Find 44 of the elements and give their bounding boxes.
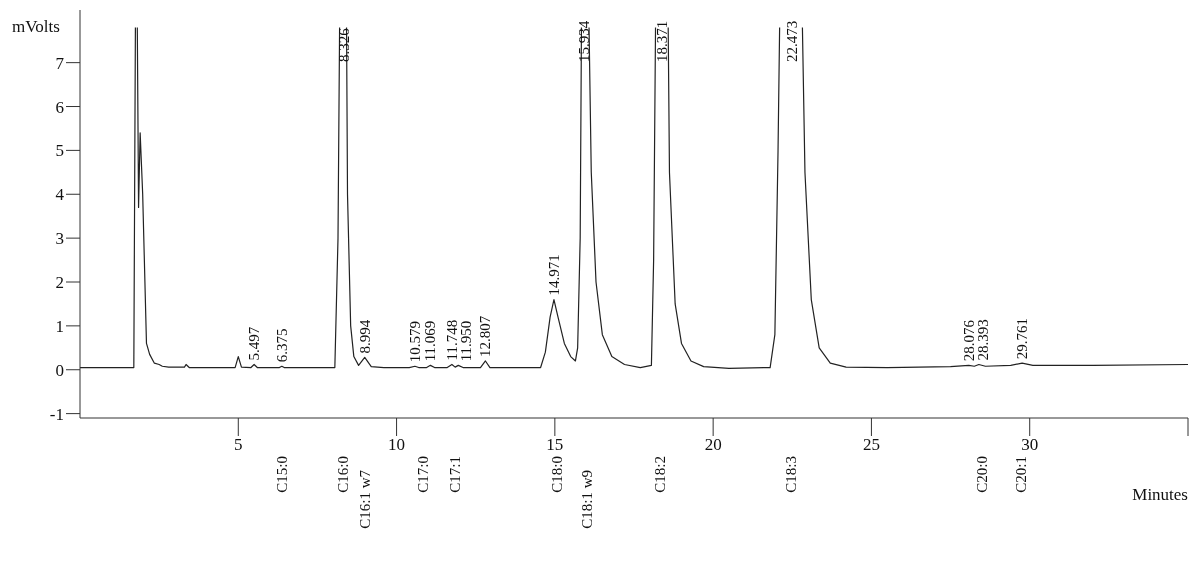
y-tick-label: 6	[55, 97, 64, 117]
text: C16:1 w7	[357, 469, 373, 529]
annotation: 28.393	[974, 319, 991, 361]
x-axis-title: Minutes	[1132, 485, 1188, 504]
y-tick-label: 3	[55, 229, 64, 249]
annotation: 8.994	[356, 319, 373, 354]
text: C20:1	[1013, 456, 1029, 493]
text: C17:1	[447, 456, 463, 493]
y-tick-label: 1	[55, 316, 64, 336]
annotation: 29.761	[1014, 317, 1031, 360]
annotation: 11.069	[422, 320, 439, 362]
annotation: 28.076	[960, 319, 977, 362]
y-tick-label: 2	[55, 273, 64, 293]
text: C17:0	[415, 456, 431, 493]
annotation: 15.934	[576, 20, 592, 62]
x-tick-label: 30	[1021, 435, 1039, 455]
x-tick-label: 25	[862, 435, 880, 455]
annotation: 12.807	[477, 315, 494, 357]
x-tick-label: 5	[234, 435, 243, 455]
text: C20:0	[974, 456, 990, 493]
annotation: 22.473	[784, 20, 800, 62]
text: C15:0	[274, 456, 290, 493]
text: C16:0	[335, 456, 351, 493]
annotation: 8.326	[336, 27, 352, 62]
y-tick-label: 4	[55, 185, 65, 205]
text: C18:3	[783, 456, 799, 493]
annotation: 11.748	[443, 319, 460, 361]
text: C18:1 w9	[579, 470, 595, 529]
annotation: 11.950	[457, 320, 474, 362]
annotation: 10.579	[406, 320, 423, 363]
annotation: 14.971	[545, 254, 562, 296]
text: C18:2	[652, 456, 668, 493]
annotation: 5.497	[246, 326, 263, 361]
annotation: 18.371	[654, 20, 670, 62]
annotation: 6.375	[273, 328, 290, 363]
y-tick-label: -1	[49, 404, 64, 424]
x-tick-label: 20	[704, 435, 722, 455]
y-tick-label: 0	[55, 360, 64, 380]
x-tick-label: 15	[546, 435, 564, 455]
y-tick-label: 5	[55, 141, 64, 161]
text: C18:0	[549, 456, 565, 493]
y-axis-title: mVolts	[12, 17, 60, 36]
x-tick-label: 10	[388, 435, 406, 455]
y-tick-label: 7	[55, 53, 65, 73]
